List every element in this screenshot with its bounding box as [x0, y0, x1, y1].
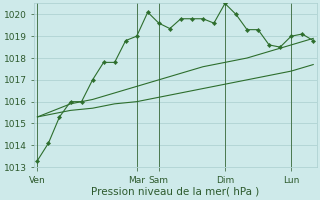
- X-axis label: Pression niveau de la mer( hPa ): Pression niveau de la mer( hPa ): [91, 187, 260, 197]
